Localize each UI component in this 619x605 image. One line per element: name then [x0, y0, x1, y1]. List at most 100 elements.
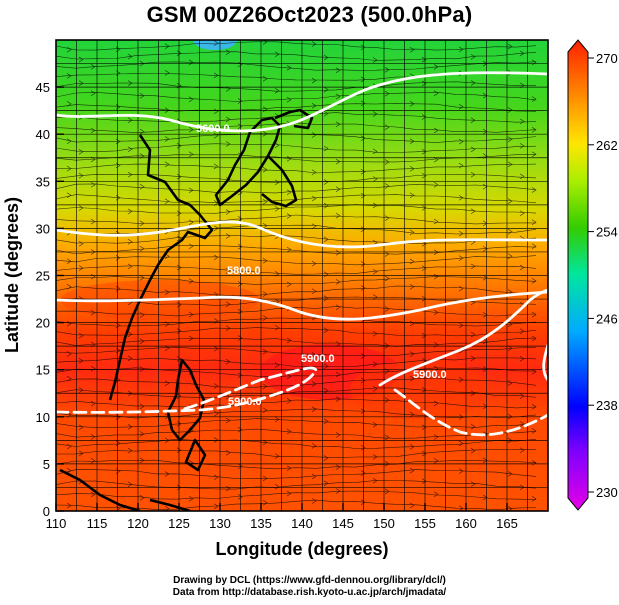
streamline-arrow — [213, 108, 219, 114]
streamline-arrow — [482, 494, 488, 501]
streamline-arrow — [519, 356, 525, 362]
streamline — [56, 41, 537, 51]
streamline-arrow — [433, 491, 439, 498]
streamline-arrow — [323, 480, 329, 487]
streamline-arrow — [237, 426, 243, 433]
streamline-arrow — [421, 387, 427, 393]
streamline-arrow — [311, 288, 317, 294]
streamline-arrow — [531, 428, 537, 434]
streamline-arrow — [139, 245, 145, 252]
streamline-arrow — [262, 383, 268, 390]
streamline — [56, 61, 537, 71]
streamline-arrow — [176, 143, 182, 149]
streamline-arrow — [458, 285, 464, 292]
streamline-arrow — [286, 189, 292, 195]
x-tick-label: 115 — [87, 516, 108, 531]
x-tick-label: 150 — [373, 516, 395, 531]
streamline-arrow — [421, 424, 427, 430]
streamline-arrow — [213, 474, 219, 481]
streamline-arrow — [372, 268, 378, 275]
streamline — [56, 296, 537, 306]
streamline-arrow — [66, 165, 72, 172]
streamline-arrow — [482, 457, 488, 464]
streamline-arrow — [360, 285, 366, 291]
streamline-arrow — [225, 233, 231, 239]
streamline-arrow — [66, 192, 72, 199]
streamline-arrow — [323, 387, 329, 394]
streamline-arrow — [433, 273, 439, 280]
streamline-arrow — [409, 375, 415, 382]
streamline-arrow — [470, 263, 476, 270]
streamline-arrow — [507, 253, 513, 259]
streamline-arrow — [90, 218, 96, 225]
streamline-arrow — [311, 473, 317, 480]
streamline-arrow — [311, 103, 317, 109]
streamline-arrow — [237, 335, 243, 341]
streamline-arrow — [384, 215, 390, 221]
contour-label: 5900.0 — [228, 396, 262, 408]
streamline-arrow — [421, 332, 427, 339]
streamline-arrow — [262, 199, 268, 205]
streamline-arrow — [409, 467, 415, 474]
streamline-arrow — [433, 400, 439, 407]
streamline-arrow — [90, 90, 96, 97]
streamline-arrow — [90, 458, 96, 464]
streamline-arrow — [409, 101, 415, 107]
streamline-arrow — [311, 223, 317, 229]
y-axis-ticks: 0 5 10 15 20 25 30 35 40 45 — [36, 80, 64, 519]
streamline-arrow — [213, 163, 219, 170]
streamline-arrow — [188, 278, 194, 284]
streamline-arrow — [360, 44, 366, 51]
streamline-arrow — [237, 308, 243, 315]
y-tick-label: 30 — [36, 221, 50, 236]
streamline-arrow — [274, 453, 280, 459]
streamline-arrow — [384, 275, 390, 282]
streamline-arrow — [458, 322, 464, 329]
streamline-arrow — [274, 325, 280, 331]
contour-label: 5800.0 — [227, 265, 261, 277]
streamline-arrow — [262, 167, 268, 173]
streamline — [56, 438, 537, 449]
wind-streamlines — [56, 40, 537, 511]
streamline-arrow — [421, 450, 427, 457]
streamline-arrow — [78, 241, 84, 247]
streamline-arrow — [507, 471, 513, 477]
streamline-arrow — [360, 261, 366, 267]
streamline-arrow — [360, 499, 366, 505]
streamline — [56, 91, 537, 102]
streamline-arrow — [127, 423, 133, 430]
streamline-arrow — [421, 80, 427, 87]
streamline-arrow — [188, 151, 194, 157]
streamline-arrow — [139, 338, 145, 345]
streamline-arrow — [90, 365, 96, 372]
streamline-arrow — [78, 148, 84, 155]
streamline-arrow — [176, 421, 182, 427]
streamline-arrow — [90, 127, 96, 134]
streamline-arrow — [384, 251, 390, 257]
streamline-arrow — [470, 53, 476, 60]
streamline-arrow — [213, 72, 219, 79]
streamline-arrow — [164, 136, 170, 142]
streamline-arrow — [421, 173, 427, 179]
streamline-arrow — [66, 47, 72, 53]
streamline-arrow — [470, 80, 476, 86]
streamline-arrow — [262, 348, 268, 355]
streamline-arrow — [139, 494, 145, 501]
streamline-arrow — [286, 155, 292, 162]
streamline-arrow — [66, 284, 72, 290]
streamline-arrow — [274, 362, 280, 368]
streamline-arrow — [482, 183, 488, 190]
streamline-arrow — [139, 312, 145, 318]
streamline-arrow — [360, 135, 366, 142]
streamline-arrow — [90, 491, 96, 498]
streamline-arrow — [213, 345, 219, 352]
streamline-arrow — [176, 210, 182, 216]
streamline-arrow — [164, 198, 170, 204]
streamline-arrow — [372, 294, 378, 300]
streamline-arrow — [360, 353, 366, 359]
streamline-arrow — [433, 458, 439, 464]
streamline-arrow — [360, 192, 366, 199]
streamline-arrow — [323, 145, 329, 152]
streamline-arrow — [531, 369, 537, 375]
streamline — [56, 112, 537, 123]
